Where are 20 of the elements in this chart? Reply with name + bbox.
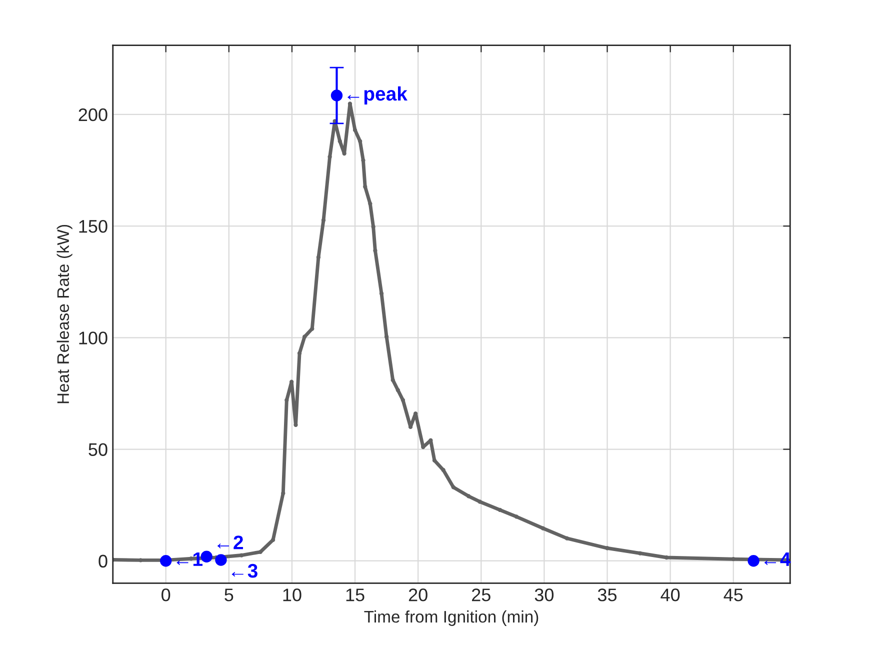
x-tick-label: 20: [408, 588, 428, 602]
x-tick-label: 30: [534, 588, 554, 602]
x-tick-label: 25: [472, 588, 490, 602]
y-tick-label: 0: [98, 554, 108, 568]
y-tick-label: 50: [88, 443, 108, 456]
y-tick-label: 150: [79, 220, 108, 233]
y-tick-label: 100: [79, 332, 108, 344]
x-axis-title: Time from Ignition (min): [364, 610, 538, 626]
x-tick-label: 40: [660, 588, 680, 602]
annotation: ←peak: [348, 86, 408, 105]
x-tick-label: 35: [598, 588, 617, 602]
x-tick-label: 10: [283, 588, 302, 602]
y-tick-label: 200: [78, 108, 108, 122]
x-tick-label: 15: [346, 588, 364, 602]
y-axis-title: Heat Release Rate (kW): [56, 224, 72, 404]
annotation: ←2: [217, 536, 244, 550]
x-tick-label: 0: [162, 588, 170, 602]
x-tick-label: 5: [224, 588, 234, 602]
x-tick-label: 45: [724, 588, 743, 602]
annotation: ←3: [232, 564, 258, 578]
